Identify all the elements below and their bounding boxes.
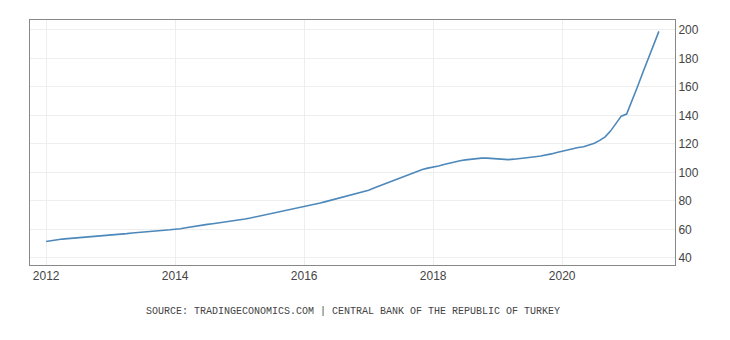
svg-text:200: 200	[678, 23, 698, 37]
svg-text:140: 140	[678, 109, 698, 123]
svg-text:180: 180	[678, 52, 698, 66]
svg-text:160: 160	[678, 80, 698, 94]
svg-text:60: 60	[678, 223, 692, 237]
svg-text:80: 80	[678, 194, 692, 208]
svg-text:2012: 2012	[33, 269, 60, 283]
svg-text:2014: 2014	[162, 269, 189, 283]
svg-text:2020: 2020	[549, 269, 576, 283]
svg-text:SOURCE: TRADINGECONOMICS.COM |: SOURCE: TRADINGECONOMICS.COM | CENTRAL B…	[146, 306, 560, 317]
svg-text:2016: 2016	[291, 269, 318, 283]
svg-text:100: 100	[678, 166, 698, 180]
svg-text:120: 120	[678, 137, 698, 151]
svg-text:2018: 2018	[420, 269, 447, 283]
svg-text:40: 40	[678, 251, 692, 265]
